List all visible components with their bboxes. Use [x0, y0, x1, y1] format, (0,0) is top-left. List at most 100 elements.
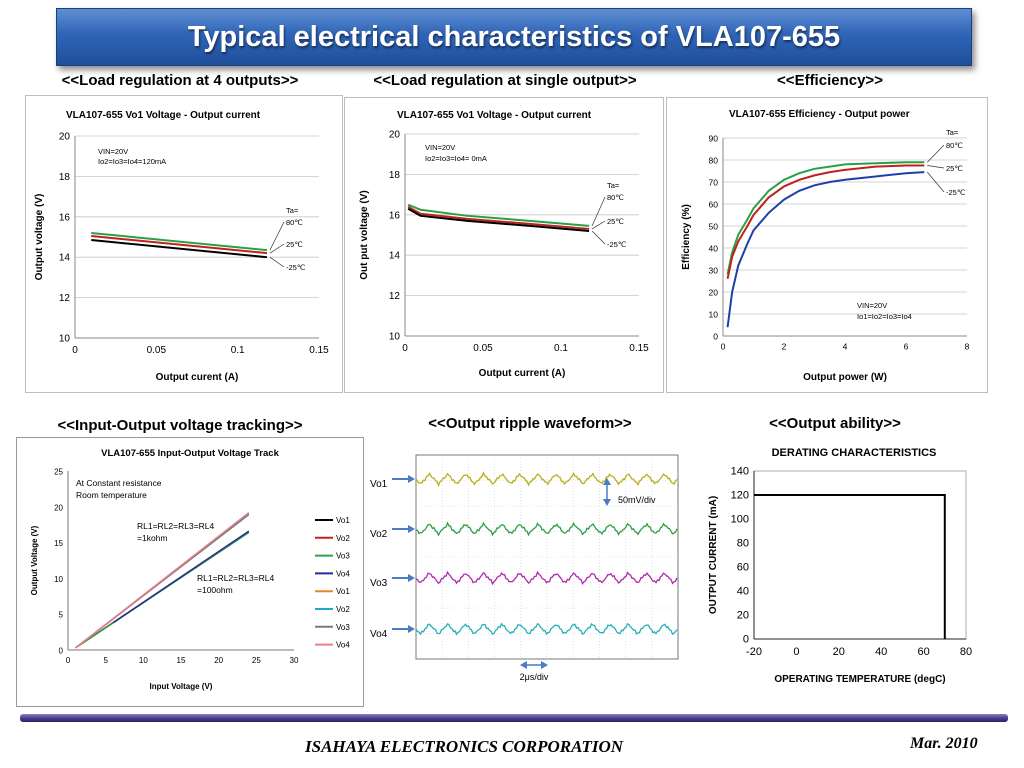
y-tick-label: 80	[737, 538, 749, 550]
chart-load-regulation-4: VLA107-655 Vo1 Voltage - Output current 1…	[34, 110, 329, 383]
y-tick-label: 10	[54, 575, 63, 584]
footer-date: Mar. 2010	[910, 735, 978, 752]
y-tick-label: 140	[731, 466, 749, 478]
ta-label: Ta=	[946, 128, 959, 137]
y-tick-label: 0	[59, 647, 64, 656]
x-tick-label: 80	[960, 646, 972, 658]
series-line	[407, 203, 590, 227]
y-tick-label: 5	[59, 611, 64, 620]
series-label: 25℃	[607, 217, 624, 226]
y-axis-label: Efficiency (%)	[681, 204, 692, 270]
hscale-arrow-head	[541, 661, 548, 669]
series-line	[726, 171, 925, 328]
y-tick-label: 10	[709, 310, 719, 320]
x-tick-label: 6	[904, 342, 909, 352]
ripple-trace	[415, 471, 678, 488]
chart-note: =100ohm	[197, 585, 233, 595]
caption-load1: <<Load regulation at single output>>	[373, 72, 637, 89]
y-tick-label: 12	[59, 293, 71, 304]
channel-arrow-head	[408, 574, 415, 582]
chart-voltage-tracking: VLA107-655 Input-Output Voltage Track 0 5 1…	[30, 448, 350, 691]
caption-efficiency: <<Efficiency>>	[777, 72, 883, 89]
series-label: 25℃	[946, 164, 963, 173]
legend-label: Vo1	[336, 587, 350, 596]
caption-ripple: <<Output ripple waveform>>	[428, 415, 632, 432]
chart-title: DERATING CHARACTERISTICS	[772, 447, 937, 459]
x-tick-label: 0	[793, 646, 799, 658]
legend-label: Vo3	[336, 552, 350, 561]
series-label: 25℃	[286, 240, 303, 249]
vscale-label: 50mV/div	[618, 495, 656, 505]
series-line	[112, 530, 250, 624]
x-tick-label: 0.05	[147, 345, 167, 356]
vscale-arrow-head	[603, 499, 611, 506]
x-axis-label: OPERATING TEMPERATURE (degC)	[774, 674, 945, 685]
channel-arrow-head	[408, 525, 415, 533]
legend-label: Vo2	[336, 605, 350, 614]
x-tick-label: 0	[72, 345, 78, 356]
y-tick-label: 40	[709, 244, 719, 254]
y-tick-label: 30	[709, 266, 719, 276]
x-axis-label: Input Voltage (V)	[150, 682, 213, 691]
x-tick-label: 25	[252, 656, 261, 665]
series-label: 80℃	[946, 141, 963, 150]
x-tick-label: 0	[66, 656, 71, 665]
legend-label: Vo2	[336, 534, 350, 543]
annotation-arrow	[591, 220, 606, 230]
legend-label: Vo1	[336, 516, 350, 525]
x-tick-label: 0.1	[231, 345, 245, 356]
caption-load4: <<Load regulation at 4 outputs>>	[61, 72, 299, 89]
chart-note: Io2=Io3=Io4=120mA	[98, 157, 166, 166]
y-tick-label: 10	[59, 334, 71, 345]
channel-label: Vo4	[370, 629, 388, 640]
ripple-trace	[415, 570, 678, 586]
channel-label: Vo2	[370, 529, 388, 540]
series-line	[91, 234, 268, 255]
title-banner: Typical electrical characteristics of VL…	[56, 8, 972, 66]
x-tick-label: 0.1	[554, 343, 568, 354]
series-label: -25℃	[286, 263, 306, 272]
vscale-arrow-head	[603, 478, 611, 485]
series-label: -25℃	[607, 240, 627, 249]
y-tick-label: 10	[389, 332, 401, 343]
annotation-arrow	[591, 196, 606, 227]
footer-divider	[20, 714, 1008, 722]
annotation-arrow	[927, 144, 945, 163]
annotation-arrow	[591, 230, 606, 245]
chart-title: VLA107-655 Input-Output Voltage Track	[101, 448, 279, 459]
x-tick-label: 60	[917, 646, 929, 658]
ta-label: Ta=	[607, 181, 620, 190]
y-tick-label: 20	[389, 130, 401, 141]
x-axis-label: Output power (W)	[803, 372, 887, 383]
chart-title: VLA107-655 Efficiency - Output power	[729, 109, 910, 120]
x-axis-label: Output current (A)	[479, 368, 566, 379]
y-tick-label: 25	[54, 468, 63, 477]
series-label: -25℃	[946, 188, 966, 197]
y-tick-label: 120	[731, 490, 749, 502]
caption-tracking: <<Input-Output voltage tracking>>	[57, 417, 303, 434]
y-tick-label: 20	[54, 503, 63, 512]
y-tick-label: 20	[59, 132, 71, 143]
series-line	[91, 231, 268, 252]
chart-note: RL1=RL2=RL3=RL4	[197, 573, 275, 583]
series-label: 80℃	[607, 193, 624, 202]
y-tick-label: 60	[709, 200, 719, 210]
series-line	[726, 161, 925, 275]
footer-company: ISAHAYA ELECTRONICS CORPORATION	[305, 737, 624, 756]
channel-label: Vo3	[370, 578, 388, 589]
chart-panel-tracking: VLA107-655 Input-Output Voltage Track 0 5 1…	[16, 437, 364, 707]
plot-area	[753, 470, 967, 640]
y-tick-label: 20	[709, 288, 719, 298]
x-tick-label: -20	[746, 646, 762, 658]
x-tick-label: 10	[139, 656, 148, 665]
series-label: 80℃	[286, 218, 303, 227]
x-tick-label: 0.05	[473, 343, 493, 354]
series-line	[754, 494, 946, 639]
x-tick-label: 5	[103, 656, 108, 665]
y-tick-label: 0	[713, 332, 718, 342]
series-line	[407, 207, 590, 232]
chart-panel-efficiency: VLA107-655 Efficiency - Output power 0 10 2…	[666, 97, 988, 393]
channel-arrow-head	[408, 625, 415, 633]
x-tick-label: 20	[214, 656, 223, 665]
chart-note: VIN=20V	[857, 301, 887, 310]
